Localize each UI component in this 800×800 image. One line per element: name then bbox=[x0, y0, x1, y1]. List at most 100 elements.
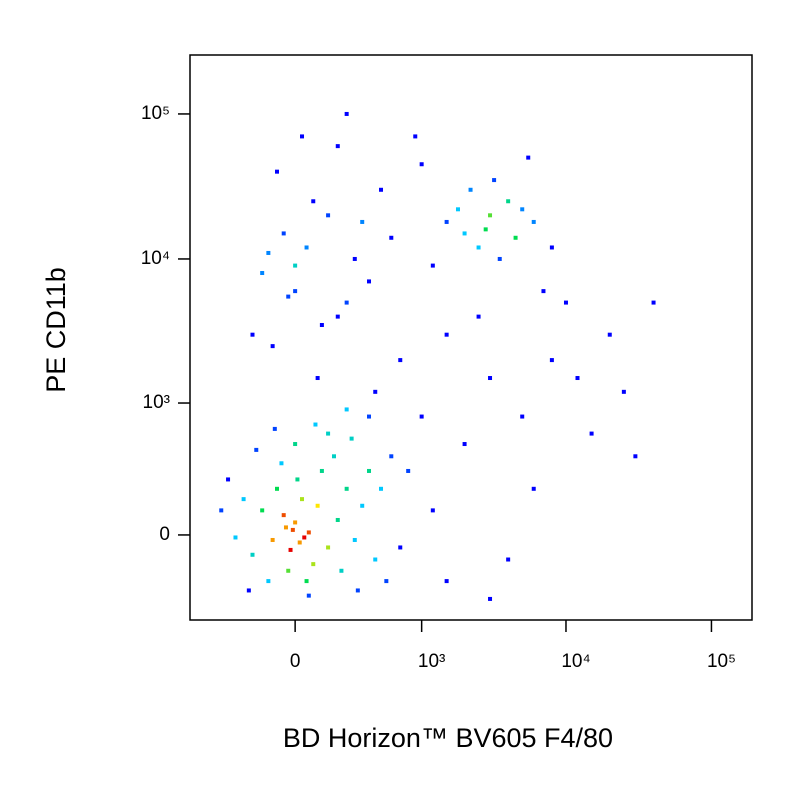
event-dot bbox=[520, 207, 525, 212]
event-dot bbox=[270, 344, 275, 349]
event-dot bbox=[344, 486, 349, 491]
x-tick-label: 10³ bbox=[418, 651, 445, 672]
event-dot bbox=[219, 508, 224, 513]
y-tick-label: 10⁴ bbox=[141, 248, 170, 269]
event-dot bbox=[476, 314, 481, 319]
event-dot bbox=[430, 508, 435, 513]
event-dot bbox=[419, 414, 424, 419]
event-dot bbox=[306, 530, 311, 535]
event-dot bbox=[444, 332, 449, 337]
event-dot bbox=[384, 579, 389, 584]
event-dot bbox=[297, 540, 302, 545]
event-dot bbox=[279, 461, 284, 466]
event-dot bbox=[621, 389, 626, 394]
event-dot bbox=[367, 468, 372, 473]
event-dot bbox=[355, 588, 360, 593]
event-dot bbox=[275, 486, 280, 491]
event-dot bbox=[335, 517, 340, 522]
event-dot bbox=[326, 431, 331, 436]
event-dot bbox=[373, 389, 378, 394]
y-tick-label: 0 bbox=[159, 524, 170, 545]
event-dot bbox=[389, 454, 394, 459]
event-dot bbox=[300, 134, 305, 139]
event-dot bbox=[326, 545, 331, 550]
event-dot bbox=[651, 300, 656, 305]
event-dot bbox=[563, 300, 568, 305]
event-dot bbox=[483, 227, 488, 232]
event-dot bbox=[250, 552, 255, 557]
event-dot bbox=[488, 376, 493, 381]
event-dot bbox=[250, 332, 255, 337]
event-dot bbox=[444, 579, 449, 584]
event-dot bbox=[352, 537, 357, 542]
event-dot bbox=[607, 332, 612, 337]
event-dot bbox=[266, 250, 271, 255]
event-dot bbox=[306, 593, 311, 598]
event-dot bbox=[513, 235, 518, 240]
event-dot bbox=[295, 477, 300, 482]
event-dot bbox=[304, 245, 309, 250]
event-dot bbox=[290, 527, 295, 532]
event-dot bbox=[488, 596, 493, 601]
event-dot bbox=[549, 358, 554, 363]
event-dot bbox=[260, 508, 265, 513]
event-dot bbox=[389, 235, 394, 240]
event-dot bbox=[300, 497, 305, 502]
event-dot bbox=[419, 162, 424, 167]
event-dot bbox=[633, 454, 638, 459]
event-dot bbox=[520, 414, 525, 419]
event-dot bbox=[286, 294, 291, 299]
event-dot bbox=[311, 562, 316, 567]
event-dot bbox=[497, 256, 502, 261]
event-dot bbox=[241, 497, 246, 502]
y-tick-label: 10³ bbox=[143, 392, 170, 413]
event-dot bbox=[293, 442, 298, 447]
event-dot bbox=[413, 134, 418, 139]
event-dot bbox=[506, 557, 511, 562]
plot-frame bbox=[189, 54, 753, 621]
event-dot bbox=[531, 219, 536, 224]
event-dot bbox=[398, 358, 403, 363]
event-dot bbox=[373, 557, 378, 562]
event-dot bbox=[531, 486, 536, 491]
event-dot bbox=[526, 155, 531, 160]
event-dot bbox=[272, 426, 277, 431]
event-dot bbox=[315, 503, 320, 508]
event-dot bbox=[492, 178, 497, 183]
event-dot bbox=[313, 422, 318, 427]
event-dot bbox=[283, 525, 288, 530]
event-dot bbox=[367, 279, 372, 284]
event-dot bbox=[335, 314, 340, 319]
event-dot bbox=[476, 245, 481, 250]
event-dot bbox=[360, 503, 365, 508]
event-dot bbox=[462, 231, 467, 236]
event-dot bbox=[311, 199, 316, 204]
event-dot bbox=[344, 407, 349, 412]
event-dot bbox=[352, 256, 357, 261]
event-dot bbox=[349, 436, 354, 441]
x-axis-title: BD Horizon™ BV605 F4/80 bbox=[283, 723, 613, 753]
event-dot bbox=[541, 289, 546, 294]
event-dot bbox=[589, 431, 594, 436]
event-dot bbox=[335, 144, 340, 149]
x-tick-label: 0 bbox=[290, 651, 301, 672]
event-dot bbox=[462, 442, 467, 447]
event-dot bbox=[281, 513, 286, 518]
event-dot bbox=[293, 520, 298, 525]
event-dot bbox=[344, 111, 349, 116]
event-dot bbox=[270, 537, 275, 542]
event-dot bbox=[575, 376, 580, 381]
event-dot bbox=[233, 535, 238, 540]
event-dot bbox=[468, 187, 473, 192]
event-dot bbox=[275, 169, 280, 174]
event-dot bbox=[331, 454, 336, 459]
event-dot bbox=[339, 568, 344, 573]
event-dot bbox=[367, 414, 372, 419]
event-dot bbox=[315, 376, 320, 381]
event-dot bbox=[246, 588, 251, 593]
event-dot bbox=[319, 468, 324, 473]
event-dot bbox=[254, 447, 259, 452]
event-dot bbox=[379, 187, 384, 192]
event-dot bbox=[326, 213, 331, 218]
